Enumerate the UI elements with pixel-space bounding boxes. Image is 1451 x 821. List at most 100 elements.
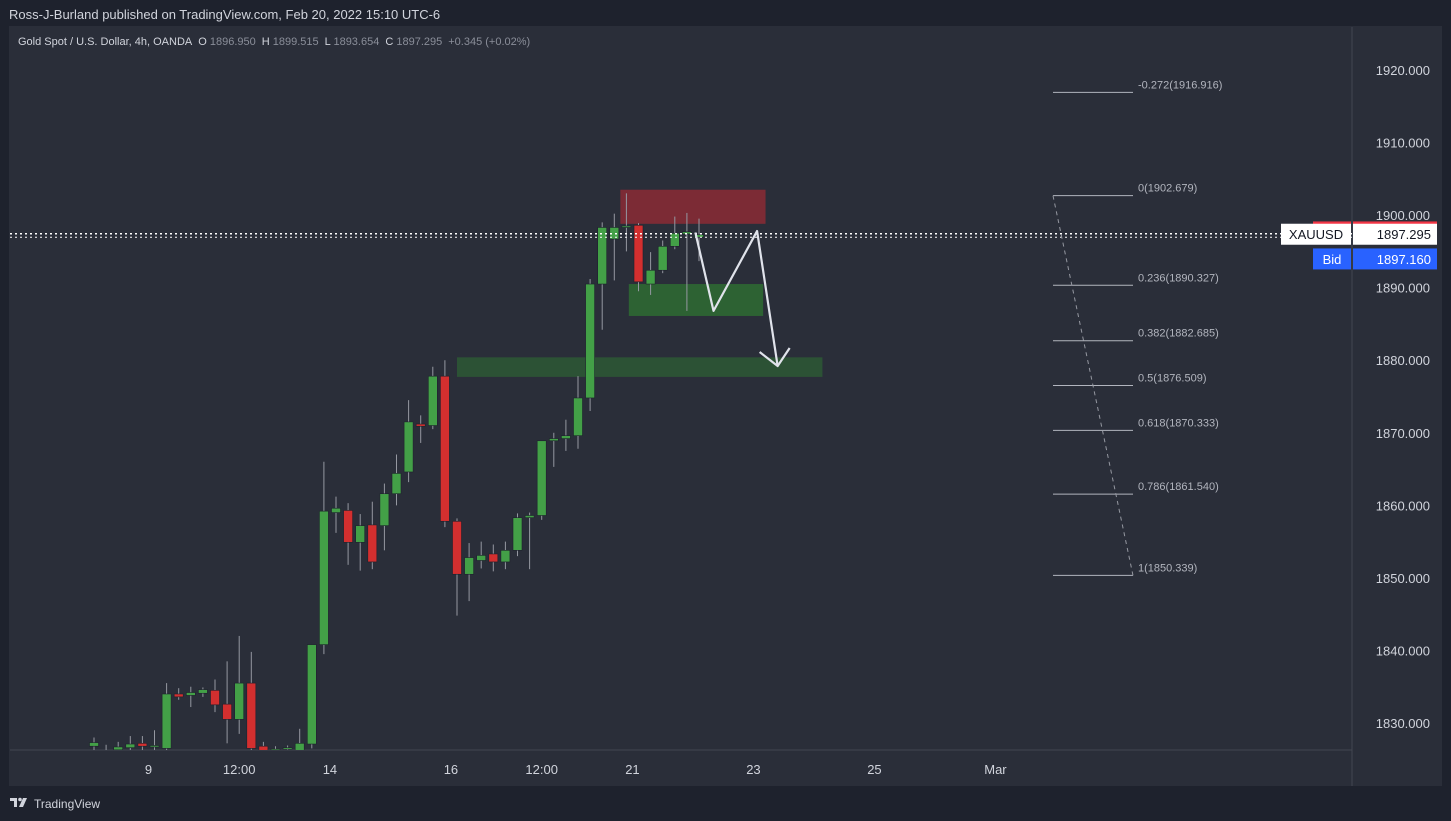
close-value: 1897.295 (396, 36, 443, 48)
y-tick-label: 1900.000 (1376, 208, 1430, 223)
x-tick-label: 25 (867, 762, 881, 777)
last-price-value: 1897.295 (1377, 227, 1431, 242)
fib-level-label: 0.236(1890.327) (1138, 272, 1219, 284)
candle-body[interactable] (379, 493, 390, 526)
x-tick-label: 9 (145, 762, 152, 777)
zone-demand-1[interactable] (628, 284, 764, 316)
candle-body[interactable] (270, 748, 281, 751)
zone-demand-2[interactable] (457, 357, 823, 377)
candle-body[interactable] (609, 227, 620, 240)
candle-body[interactable] (415, 423, 426, 427)
y-tick-label: 1880.000 (1376, 353, 1430, 368)
tradingview-icon (10, 796, 30, 811)
y-tick-label: 1870.000 (1376, 426, 1430, 441)
candle-body[interactable] (403, 421, 414, 473)
bid-tag-value: 1897.160 (1377, 252, 1431, 267)
candle-body[interactable] (306, 644, 317, 745)
x-tick-label: Mar (984, 762, 1007, 777)
candle-body[interactable] (645, 269, 656, 285)
candle-body[interactable] (149, 745, 160, 748)
candle-body[interactable] (102, 751, 111, 754)
candle-body[interactable] (234, 682, 244, 720)
candle-body[interactable] (476, 555, 487, 561)
fib-level-label: 0(1902.679) (1138, 183, 1197, 195)
tradingview-brand: TradingView (34, 796, 101, 811)
fib-level-label: -0.272(1916.916) (1138, 79, 1222, 91)
candle-body[interactable] (536, 440, 547, 516)
candle-body[interactable] (464, 557, 474, 575)
candle-body[interactable] (137, 743, 148, 747)
candle-body[interactable] (391, 473, 402, 495)
chart-frame[interactable] (9, 26, 1442, 786)
candle-body[interactable] (125, 743, 136, 748)
y-tick-label: 1860.000 (1376, 498, 1430, 513)
candle-body[interactable] (173, 693, 184, 698)
low-value: 1893.654 (333, 36, 380, 48)
x-tick-label: 12:00 (525, 762, 558, 777)
candle-body[interactable] (585, 283, 595, 399)
legend-ohlc: Gold Spot / U.S. Dollar, 4h, OANDA O 1896… (18, 36, 536, 48)
fib-level-label: 0.618(1870.333) (1138, 417, 1219, 429)
candle-body[interactable] (210, 690, 220, 706)
candle-body[interactable] (440, 375, 450, 522)
candle-body[interactable] (488, 553, 499, 563)
y-tick-label: 1840.000 (1376, 643, 1430, 658)
candle-body[interactable] (621, 225, 632, 228)
candle-body[interactable] (282, 747, 293, 750)
candle-body[interactable] (512, 517, 523, 551)
candle-body[interactable] (669, 232, 680, 247)
candle-body[interactable] (573, 397, 583, 436)
high-value: 1899.515 (272, 36, 319, 48)
candle-body[interactable] (367, 524, 378, 563)
candle-body[interactable] (694, 234, 704, 238)
symbol-title: Gold Spot / U.S. Dollar, 4h, OANDA (18, 36, 193, 48)
candle-body[interactable] (427, 375, 438, 426)
candle-body[interactable] (198, 689, 208, 694)
y-tick-label: 1920.000 (1376, 63, 1430, 78)
candle-body[interactable] (113, 746, 123, 750)
plot-area[interactable]: -0.272(1916.916) 0(1902.679) 0.236(1890.32… (10, 79, 1352, 759)
zone-supply[interactable] (620, 189, 766, 224)
candle-body[interactable] (89, 742, 99, 747)
candle-body[interactable] (319, 510, 329, 645)
low-label: L (324, 36, 331, 48)
last-price-bg (1353, 223, 1437, 245)
candle-body[interactable] (633, 224, 644, 283)
candle-body[interactable] (452, 520, 462, 575)
change-value: +0.345 (+0.02%) (448, 36, 531, 48)
high-label: H (261, 36, 270, 48)
x-tick-label: 23 (746, 762, 760, 777)
candle-body[interactable] (246, 682, 257, 749)
candle-body[interactable] (355, 525, 366, 543)
candle-body[interactable] (500, 550, 511, 563)
y-tick-label: 1830.000 (1376, 716, 1430, 731)
candle-body[interactable] (561, 435, 571, 439)
projection-path[interactable] (694, 229, 779, 367)
candle-body[interactable] (186, 692, 196, 696)
x-tick-label: 12:00 (223, 762, 256, 777)
symbol-tag-bg (1281, 223, 1351, 245)
tradingview-logo[interactable]: TradingView (10, 796, 100, 811)
candle-body[interactable] (657, 246, 668, 271)
x-tick-label: 21 (625, 762, 639, 777)
candle-body[interactable] (258, 745, 269, 750)
candle-body[interactable] (222, 703, 232, 720)
fib-level-label: 1(1850.339) (1138, 562, 1197, 574)
open-label: O (198, 36, 207, 48)
x-tick-label: 16 (444, 762, 458, 777)
fib-trend-line (1052, 195, 1134, 576)
fib-level-label: 0.5(1876.509) (1138, 373, 1207, 385)
candle-body[interactable] (597, 227, 608, 285)
candle-body[interactable] (161, 693, 172, 749)
candle-body[interactable] (343, 510, 353, 543)
open-value: 1896.950 (209, 36, 256, 48)
candle-body[interactable] (294, 743, 305, 750)
y-tick-label: 1910.000 (1376, 136, 1430, 151)
candle-body[interactable] (548, 438, 559, 442)
bid-tag-value-bg (1353, 248, 1437, 270)
candle-body[interactable] (331, 507, 341, 513)
footer-bar (0, 786, 1451, 821)
candle-body[interactable] (524, 515, 535, 518)
publisher-text: Ross-J-Burland published on TradingView.… (9, 7, 441, 22)
